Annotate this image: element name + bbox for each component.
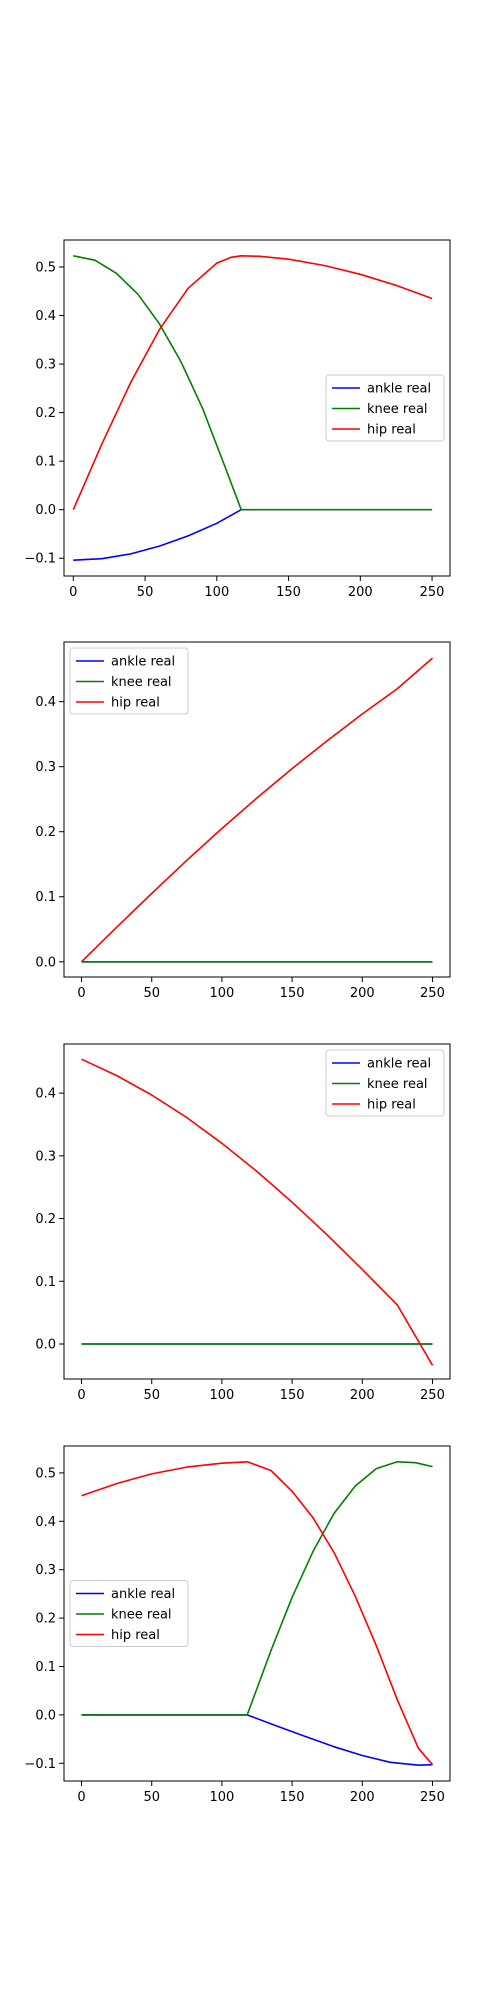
x-tick-label: 0 [77,1388,85,1403]
y-tick-label: 0.0 [35,1708,56,1723]
y-tick-label: 0.2 [35,406,56,421]
plot-frame [63,1043,451,1380]
x-tick-label: 0 [69,585,77,600]
y-tick-label: 0.4 [35,695,56,710]
y-tick-label: 0.4 [35,1087,56,1102]
legend-label: knee real [111,675,172,690]
x-tick-label: 200 [350,1790,375,1805]
x-tick-label: 250 [420,986,445,1001]
y-tick-label: 0.2 [35,1612,56,1627]
chart-4: 0 50 100 150 200 250 −0.1 0.0 0.1 0.2 0.3 0.4 0.5 ank… [24,1445,451,1805]
y-tick-label: 0.2 [35,1212,56,1227]
chart-1: 0 50 100 150 200 250 −0.1 0.0 0.1 0.2 0.3 0.4 0.5 ank… [24,239,451,600]
y-tick-label: 0.5 [35,260,56,275]
x-tick-label: 0 [77,1790,85,1805]
legend-label: hip real [367,423,416,438]
x-tick-label: 150 [276,585,301,600]
legend: ankle real knee real hip real [69,1580,189,1647]
plot-frame [63,1445,451,1782]
x-tick-label: 100 [209,1388,234,1403]
chart-3: 0 50 100 150 200 250 0.0 0.1 0.2 0.3 0.4 ankle real… [35,1043,451,1403]
x-tick-label: 200 [350,986,375,1001]
series-line-knee-real [73,255,433,511]
legend-box [325,374,445,442]
x-tick-label: 50 [137,585,154,600]
legend-box [69,647,189,715]
x-tick-label: 150 [280,986,305,1001]
y-tick-label: 0.0 [35,955,56,970]
y-tick-label: −0.1 [24,552,56,567]
y-tick-label: 0.0 [35,503,56,518]
x-tick-label: 250 [420,1388,445,1403]
y-tick-label: 0.1 [35,1660,56,1675]
series-line-hip-real [81,1461,434,1766]
y-tick-label: 0.2 [35,825,56,840]
x-tick-label: 150 [280,1388,305,1403]
x-tick-label: 50 [143,1790,160,1805]
y-tick-label: 0.3 [35,1563,56,1578]
legend: ankle real knee real hip real [69,647,189,715]
y-tick-label: 0.3 [35,358,56,373]
y-tick-label: −0.1 [24,1757,56,1772]
plot-frame [63,239,451,577]
y-tick-label: 0.4 [35,1515,56,1530]
series-line-hip-real [80,657,434,963]
y-tick-label: 0.0 [35,1338,56,1353]
legend-label: hip real [111,696,160,711]
x-tick-label: 50 [143,1388,160,1403]
legend: ankle real knee real hip real [325,1049,445,1117]
plot-frame [63,641,451,978]
x-tick-label: 250 [420,585,445,600]
series-line-ankle-real [73,509,242,561]
legend-label: knee real [367,1077,428,1092]
legend-label: knee real [367,402,428,417]
y-tick-label: 0.4 [35,309,56,324]
x-tick-label: 250 [420,1790,445,1805]
x-tick-label: 50 [143,986,160,1001]
legend-label: ankle real [111,655,175,670]
x-tick-label: 0 [77,986,85,1001]
legend-box [325,1049,445,1117]
legend: ankle real knee real hip real [325,374,445,442]
x-tick-label: 150 [280,1790,305,1805]
y-tick-label: 0.1 [35,455,56,470]
y-tick-label: 0.1 [35,1275,56,1290]
x-tick-label: 100 [209,1790,234,1805]
legend-label: hip real [111,1628,160,1643]
x-tick-label: 200 [348,585,373,600]
y-tick-label: 0.5 [35,1466,56,1481]
y-tick-label: 0.1 [35,890,56,905]
y-tick-label: 0.3 [35,760,56,775]
legend-label: ankle real [367,1057,431,1072]
series-line-knee-real [81,1461,433,1716]
legend-label: ankle real [367,382,431,397]
legend-box [69,1580,189,1647]
x-tick-label: 200 [350,1388,375,1403]
y-tick-label: 0.3 [35,1149,56,1164]
x-tick-label: 100 [209,986,234,1001]
legend-label: hip real [367,1098,416,1113]
series-line-hip-real [72,255,433,511]
chart-2: 0 50 100 150 200 250 0.0 0.1 0.2 0.3 0.4 ankle real… [35,641,451,1001]
x-tick-label: 100 [204,585,229,600]
legend-label: knee real [111,1608,172,1623]
series-line-hip-real [81,1058,434,1366]
legend-label: ankle real [111,1587,175,1602]
